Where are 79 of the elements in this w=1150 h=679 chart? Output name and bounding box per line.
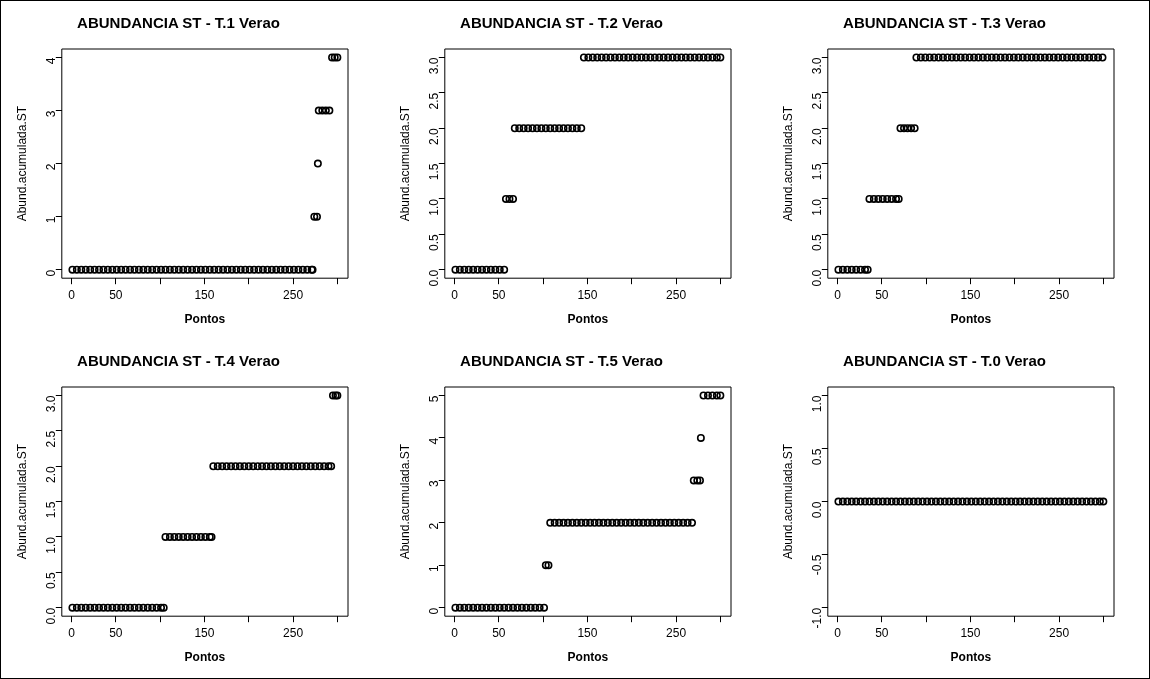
- y-axis-title: Abund.acumulada.ST: [14, 105, 29, 222]
- y-tick-label: 3: [427, 480, 442, 488]
- y-tick-label: 2.5: [427, 92, 442, 110]
- y-tick-label: 1: [427, 564, 442, 572]
- y-axis-title: Abund.acumulada.ST: [397, 105, 412, 222]
- y-tick-label: 0.0: [810, 269, 825, 287]
- x-tick-label: 0: [451, 625, 459, 640]
- chart-title: ABUNDANCIA ST - T.0 Verao: [843, 352, 1046, 370]
- x-tick-label: 150: [960, 625, 981, 640]
- y-tick-label: 0.0: [427, 269, 442, 287]
- y-tick-label: 3.0: [810, 57, 825, 75]
- y-tick-label: 1.5: [427, 163, 442, 181]
- x-tick-label: 50: [109, 625, 123, 640]
- x-tick-label: 150: [577, 625, 598, 640]
- x-tick-label: 0: [68, 625, 76, 640]
- x-tick-label: 150: [577, 287, 598, 302]
- y-tick-label: 3.0: [44, 395, 59, 413]
- y-tick-label: 0.0: [44, 607, 59, 625]
- x-tick-label: 250: [283, 625, 304, 640]
- x-tick-label: 250: [1049, 625, 1070, 640]
- y-tick-label: 2.5: [44, 430, 59, 448]
- y-tick-label: 0.5: [427, 234, 442, 252]
- y-tick-label: 3.0: [427, 57, 442, 75]
- y-tick-label: 1.0: [810, 198, 825, 216]
- y-tick-label: 1.5: [44, 501, 59, 519]
- x-tick-label: 0: [451, 287, 459, 302]
- y-tick-label: 0.5: [810, 448, 825, 466]
- y-tick-label: 0.5: [44, 572, 59, 590]
- x-axis-title: Pontos: [184, 650, 226, 665]
- y-axis-title: Abund.acumulada.ST: [780, 105, 795, 222]
- y-axis-title: Abund.acumulada.ST: [397, 443, 412, 560]
- y-tick-label: 1.0: [44, 536, 59, 554]
- x-axis-title: Pontos: [184, 312, 226, 327]
- x-tick-label: 50: [875, 625, 889, 640]
- chart-title: ABUNDANCIA ST - T.1 Verao: [77, 14, 280, 32]
- y-tick-label: 2: [44, 163, 59, 171]
- chart-title: ABUNDANCIA ST - T.4 Verao: [77, 352, 280, 370]
- chart-title: ABUNDANCIA ST - T.2 Verao: [460, 14, 663, 32]
- x-tick-label: 250: [666, 287, 687, 302]
- y-tick-label: 1: [44, 216, 59, 224]
- x-tick-label: 150: [960, 287, 981, 302]
- y-tick-label: 0.0: [810, 501, 825, 519]
- y-tick-label: 0: [44, 269, 59, 277]
- y-tick-label: 1.0: [810, 395, 825, 413]
- y-tick-label: 2.0: [427, 127, 442, 145]
- y-tick-label: 3: [44, 110, 59, 118]
- chart-title: ABUNDANCIA ST - T.5 Verao: [460, 352, 663, 370]
- y-tick-label: 0.5: [810, 234, 825, 252]
- x-tick-label: 250: [283, 287, 304, 302]
- y-axis-title: Abund.acumulada.ST: [14, 443, 29, 560]
- y-tick-label: 4: [427, 437, 442, 445]
- y-tick-label: 1.0: [427, 198, 442, 216]
- y-tick-label: -0.5: [810, 554, 825, 576]
- y-tick-label: 5: [427, 395, 442, 403]
- x-tick-label: 50: [492, 625, 506, 640]
- x-tick-label: 150: [194, 287, 215, 302]
- x-tick-label: 0: [834, 625, 842, 640]
- y-tick-label: 1.5: [810, 163, 825, 181]
- x-tick-label: 250: [666, 625, 687, 640]
- y-tick-label: 2.0: [810, 127, 825, 145]
- x-tick-label: 50: [492, 287, 506, 302]
- chart-title: ABUNDANCIA ST - T.3 Verao: [843, 14, 1046, 32]
- x-tick-label: 250: [1049, 287, 1070, 302]
- y-tick-label: 2.0: [44, 465, 59, 483]
- x-axis-title: Pontos: [950, 312, 992, 327]
- x-tick-label: 50: [875, 287, 889, 302]
- x-axis-title: Pontos: [567, 650, 609, 665]
- y-tick-label: 2.5: [810, 92, 825, 110]
- x-tick-label: 0: [834, 287, 842, 302]
- y-tick-label: 2: [427, 522, 442, 530]
- y-tick-label: 4: [44, 57, 59, 65]
- x-axis-title: Pontos: [567, 312, 609, 327]
- x-axis-title: Pontos: [950, 650, 992, 665]
- y-tick-label: -1.0: [810, 607, 825, 629]
- x-tick-label: 50: [109, 287, 123, 302]
- y-tick-label: 0: [427, 607, 442, 615]
- y-axis-title: Abund.acumulada.ST: [780, 443, 795, 560]
- x-tick-label: 150: [194, 625, 215, 640]
- x-tick-label: 0: [68, 287, 76, 302]
